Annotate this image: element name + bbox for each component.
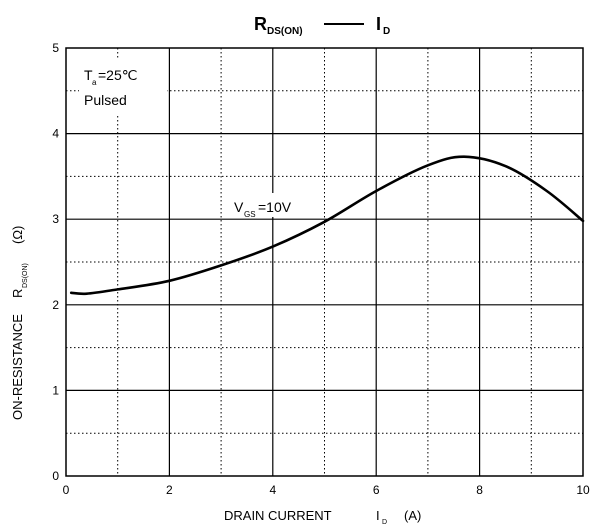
vgs-sub: GS [244,210,256,219]
y-tick-label: 5 [52,41,59,55]
ylabel-main: ON-RESISTANCE [10,314,25,420]
chart-title: R DS(ON) I D [254,14,390,37]
x-tick-labels: 0 2 4 6 8 10 [63,483,590,497]
y-tick-labels: 0 1 2 3 4 5 [52,41,59,483]
y-tick-label: 4 [52,127,59,141]
x-tick-label: 2 [166,483,173,497]
x-tick-label: 0 [63,483,70,497]
y-tick-label: 0 [52,469,59,483]
title-rds-main: R [254,14,267,34]
conditions-background [79,58,167,114]
ylabel-symbol: R [10,289,25,298]
x-tick-label: 4 [269,483,276,497]
series-line [69,155,585,296]
title-id-main: I [376,14,381,34]
vgs-value: =10V [258,199,292,215]
x-tick-label: 8 [476,483,483,497]
xlabel-main: DRAIN CURRENT [224,508,332,523]
title-rds-sub: DS(ON) [267,26,303,37]
x-tick-label: 10 [576,483,590,497]
xlabel-sub: D [382,519,387,526]
temp-main: T [84,67,93,83]
ylabel-unit: (Ω) [10,226,25,244]
grid [66,48,583,476]
y-axis-label: ON-RESISTANCE R DS(ON) (Ω) [10,226,29,420]
x-tick-label: 6 [373,483,380,497]
temp-sub: a [92,78,97,87]
mode-label: Pulsed [84,92,127,108]
x-axis-label: DRAIN CURRENT I D (A) [224,508,421,526]
title-id-sub: D [383,26,390,37]
series-label: V GS =10V [228,193,310,219]
ylabel-sub: DS(ON) [22,263,29,288]
series-label-background [228,193,310,217]
y-tick-label: 1 [52,383,59,397]
conditions-box: T a =25℃ Pulsed [79,58,167,114]
y-tick-label: 3 [52,212,59,226]
vgs-main: V [234,199,244,215]
xlabel-symbol: I [376,508,380,523]
y-tick-label: 2 [52,298,59,312]
xlabel-unit: (A) [404,508,421,523]
plot-border [65,47,584,477]
temp-value: =25℃ [98,67,137,83]
